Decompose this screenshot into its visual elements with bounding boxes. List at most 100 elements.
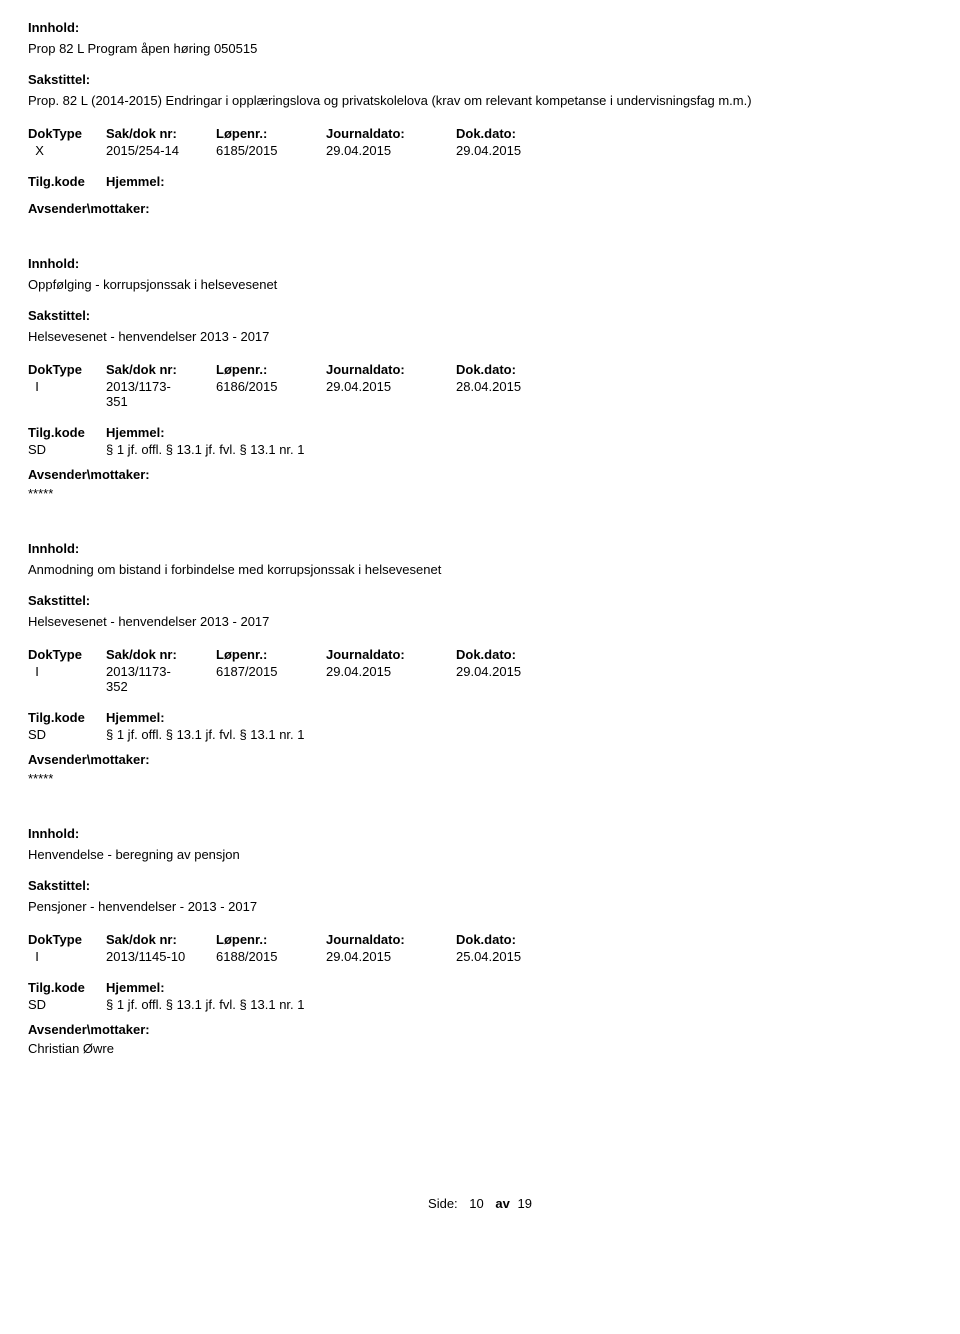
value-hjemmel: § 1 jf. offl. § 13.1 jf. fvl. § 13.1 nr.… <box>106 442 932 457</box>
header-tilgkode: Tilg.kode <box>28 710 106 725</box>
value-sakdok: 2013/1145-10 <box>106 949 216 964</box>
header-hjemmel: Hjemmel: <box>106 980 932 995</box>
innhold-label: Innhold: <box>28 20 932 35</box>
hjemmel-header: Tilg.kode Hjemmel: <box>28 174 932 189</box>
header-hjemmel: Hjemmel: <box>106 425 932 440</box>
value-journaldato: 29.04.2015 <box>326 949 456 964</box>
innhold-label: Innhold: <box>28 256 932 271</box>
column-headers: DokType Sak/dok nr: Løpenr.: Journaldato… <box>28 362 932 377</box>
header-doktype: DokType <box>28 362 106 377</box>
column-headers: DokType Sak/dok nr: Løpenr.: Journaldato… <box>28 932 932 947</box>
value-hjemmel: § 1 jf. offl. § 13.1 jf. fvl. § 13.1 nr.… <box>106 997 932 1012</box>
hjemmel-values: SD § 1 jf. offl. § 13.1 jf. fvl. § 13.1 … <box>28 997 932 1012</box>
value-tilgkode: SD <box>28 442 106 457</box>
innhold-text: Anmodning om bistand i forbindelse med k… <box>28 562 932 577</box>
hjemmel-header: Tilg.kode Hjemmel: <box>28 710 932 725</box>
header-dokdato: Dok.dato: <box>456 362 586 377</box>
sakstittel-text: Pensjoner - henvendelser - 2013 - 2017 <box>28 899 932 914</box>
header-tilgkode: Tilg.kode <box>28 980 106 995</box>
header-tilgkode: Tilg.kode <box>28 425 106 440</box>
hjemmel-header: Tilg.kode Hjemmel: <box>28 425 932 440</box>
header-lopenr: Løpenr.: <box>216 362 326 377</box>
header-dokdato: Dok.dato: <box>456 126 586 141</box>
record-values: I 2013/1173-351 6186/2015 29.04.2015 28.… <box>28 379 932 409</box>
value-lopenr: 6185/2015 <box>216 143 326 158</box>
innhold-label: Innhold: <box>28 826 932 841</box>
header-journaldato: Journaldato: <box>326 362 456 377</box>
header-lopenr: Løpenr.: <box>216 647 326 662</box>
sakstittel-text: Helsevesenet - henvendelser 2013 - 2017 <box>28 329 932 344</box>
value-dokdato: 25.04.2015 <box>456 949 586 964</box>
record-values: I 2013/1173-352 6187/2015 29.04.2015 29.… <box>28 664 932 694</box>
header-journaldato: Journaldato: <box>326 647 456 662</box>
value-dokdato: 29.04.2015 <box>456 143 586 158</box>
sakstittel-text: Prop. 82 L (2014-2015) Endringar i opplæ… <box>28 93 932 108</box>
journal-record: Innhold: Henvendelse - beregning av pens… <box>28 826 932 1056</box>
header-doktype: DokType <box>28 647 106 662</box>
hjemmel-values: SD § 1 jf. offl. § 13.1 jf. fvl. § 13.1 … <box>28 727 932 742</box>
avsender-label: Avsender\mottaker: <box>28 1022 932 1037</box>
value-lopenr: 6188/2015 <box>216 949 326 964</box>
value-dokdato: 29.04.2015 <box>456 664 586 694</box>
innhold-label: Innhold: <box>28 541 932 556</box>
record-values: I 2013/1145-10 6188/2015 29.04.2015 25.0… <box>28 949 932 964</box>
sakstittel-text: Helsevesenet - henvendelser 2013 - 2017 <box>28 614 932 629</box>
header-sakdok: Sak/dok nr: <box>106 126 216 141</box>
header-dokdato: Dok.dato: <box>456 932 586 947</box>
value-sakdok: 2013/1173-351 <box>106 379 216 409</box>
header-dokdato: Dok.dato: <box>456 647 586 662</box>
header-sakdok: Sak/dok nr: <box>106 647 216 662</box>
value-doktype: I <box>28 379 106 409</box>
avsender-text: Christian Øwre <box>28 1041 932 1056</box>
column-headers: DokType Sak/dok nr: Løpenr.: Journaldato… <box>28 126 932 141</box>
value-doktype: I <box>28 664 106 694</box>
record-values: X 2015/254-14 6185/2015 29.04.2015 29.04… <box>28 143 932 158</box>
value-hjemmel: § 1 jf. offl. § 13.1 jf. fvl. § 13.1 nr.… <box>106 727 932 742</box>
footer-av: av <box>495 1196 509 1211</box>
value-journaldato: 29.04.2015 <box>326 143 456 158</box>
value-lopenr: 6187/2015 <box>216 664 326 694</box>
journal-record: Innhold: Oppfølging - korrupsjonssak i h… <box>28 256 932 501</box>
header-lopenr: Løpenr.: <box>216 126 326 141</box>
hjemmel-values: SD § 1 jf. offl. § 13.1 jf. fvl. § 13.1 … <box>28 442 932 457</box>
value-sakdok: 2013/1173-352 <box>106 664 216 694</box>
value-sakdok: 2015/254-14 <box>106 143 216 158</box>
innhold-text: Oppfølging - korrupsjonssak i helsevesen… <box>28 277 932 292</box>
header-sakdok: Sak/dok nr: <box>106 932 216 947</box>
sakstittel-label: Sakstittel: <box>28 72 932 87</box>
column-headers: DokType Sak/dok nr: Løpenr.: Journaldato… <box>28 647 932 662</box>
avsender-text: ***** <box>28 486 932 501</box>
sakstittel-label: Sakstittel: <box>28 878 932 893</box>
avsender-label: Avsender\mottaker: <box>28 467 932 482</box>
value-lopenr: 6186/2015 <box>216 379 326 409</box>
page-footer: Side: 10 av 19 <box>28 1196 932 1211</box>
hjemmel-header: Tilg.kode Hjemmel: <box>28 980 932 995</box>
header-doktype: DokType <box>28 932 106 947</box>
journal-record: Innhold: Prop 82 L Program åpen høring 0… <box>28 20 932 216</box>
footer-side-label: Side: <box>428 1196 458 1211</box>
value-dokdato: 28.04.2015 <box>456 379 586 409</box>
value-doktype: X <box>28 143 106 158</box>
header-journaldato: Journaldato: <box>326 932 456 947</box>
header-doktype: DokType <box>28 126 106 141</box>
sakstittel-label: Sakstittel: <box>28 593 932 608</box>
header-hjemmel: Hjemmel: <box>106 710 932 725</box>
footer-total: 19 <box>517 1196 531 1211</box>
value-doktype: I <box>28 949 106 964</box>
innhold-text: Prop 82 L Program åpen høring 050515 <box>28 41 932 56</box>
avsender-label: Avsender\mottaker: <box>28 752 932 767</box>
header-hjemmel: Hjemmel: <box>106 174 932 189</box>
avsender-label: Avsender\mottaker: <box>28 201 932 216</box>
header-journaldato: Journaldato: <box>326 126 456 141</box>
sakstittel-label: Sakstittel: <box>28 308 932 323</box>
avsender-text: ***** <box>28 771 932 786</box>
footer-page-num: 10 <box>469 1196 483 1211</box>
header-lopenr: Løpenr.: <box>216 932 326 947</box>
value-tilgkode: SD <box>28 997 106 1012</box>
innhold-text: Henvendelse - beregning av pensjon <box>28 847 932 862</box>
value-tilgkode: SD <box>28 727 106 742</box>
header-sakdok: Sak/dok nr: <box>106 362 216 377</box>
journal-record: Innhold: Anmodning om bistand i forbinde… <box>28 541 932 786</box>
header-tilgkode: Tilg.kode <box>28 174 106 189</box>
value-journaldato: 29.04.2015 <box>326 379 456 409</box>
